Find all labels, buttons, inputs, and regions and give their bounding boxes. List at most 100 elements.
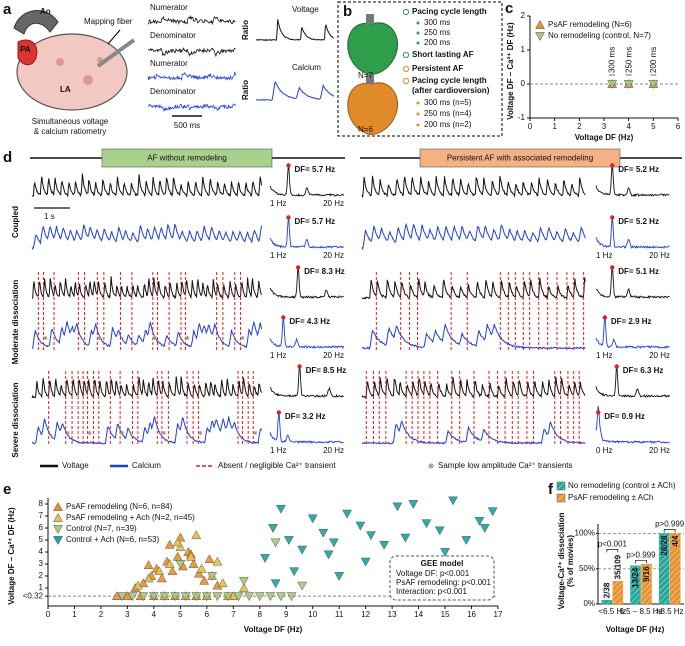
low-amplitude-marker	[43, 336, 48, 340]
legend-label: PsAF remodeling + Ach (N=2, n=45)	[66, 513, 195, 522]
scale-label: 500 ms	[174, 121, 200, 130]
point	[334, 572, 345, 582]
low-amplitude-marker	[65, 431, 70, 435]
y-tick-label: 6	[39, 523, 44, 532]
low-amplitude-marker	[87, 431, 92, 435]
voltage-trace	[32, 276, 263, 300]
x-tick-label: 1	[552, 122, 557, 131]
pacing-note: (after cardioversion)	[412, 86, 490, 95]
pacing-title: Pacing cycle length	[412, 76, 487, 85]
x-tick-label: 0	[528, 122, 533, 131]
aorta	[13, 10, 59, 35]
y-tick-label: 8	[39, 499, 44, 508]
note-box	[389, 555, 495, 601]
x-tick-label: 13	[388, 610, 397, 619]
point	[186, 551, 196, 561]
arrow	[107, 29, 121, 45]
x-tick-label: 7	[231, 610, 236, 619]
voltage-trace	[361, 277, 586, 300]
df-label: DF= 5.7 Hz	[295, 217, 336, 226]
x-tick-label: 2	[577, 122, 582, 131]
spot	[83, 75, 93, 85]
legend-marker	[428, 463, 434, 469]
df-label: DF= 0.9 Hz	[604, 412, 645, 421]
point	[233, 592, 244, 602]
x-tick-label: 16	[467, 610, 476, 619]
bar	[641, 564, 652, 605]
point	[297, 545, 308, 555]
ratio-title: Calcium	[292, 63, 321, 72]
spectrum	[269, 412, 344, 445]
raw-label: Denominator	[150, 31, 196, 40]
point	[143, 573, 154, 583]
df-label: DF= 5.2 Hz	[618, 217, 659, 226]
spectrum	[595, 266, 670, 300]
point	[201, 592, 212, 602]
spectrum-axis-label: 20 Hz	[649, 351, 670, 360]
panel-letter: d	[3, 149, 12, 166]
spectrum	[269, 316, 344, 350]
point	[276, 504, 286, 514]
raw-trace	[147, 47, 236, 58]
spectrum-axis-label: 1 Hz	[270, 251, 286, 260]
spectrum-peak	[286, 163, 291, 168]
heart-orange	[347, 74, 398, 135]
point	[448, 496, 458, 506]
low-amplitude-marker	[198, 431, 203, 435]
value-label: 28/28	[660, 535, 669, 556]
point	[217, 578, 228, 588]
ratio-axis-label: Ratio	[241, 20, 250, 40]
point	[188, 558, 199, 568]
x-tick-label: 2	[99, 610, 104, 619]
point	[204, 554, 215, 564]
calcium-trace	[31, 416, 263, 445]
legend-label: Control + Ach (N=6, n=53)	[66, 535, 160, 544]
point	[223, 592, 233, 602]
heart-shape	[347, 22, 398, 75]
point	[212, 556, 223, 566]
raw-label: Numerator	[150, 3, 188, 12]
heart-shape	[347, 82, 398, 135]
point	[196, 563, 207, 573]
panel-letter: e	[3, 481, 11, 498]
ratio-axis-label: Ratio	[241, 80, 250, 100]
x-tick-label: 9	[284, 610, 289, 619]
point	[328, 538, 339, 548]
vessel	[366, 74, 374, 84]
bracket	[635, 559, 647, 564]
point	[487, 507, 498, 517]
spectrum-axis-label: 20 Hz	[323, 446, 344, 455]
point	[191, 530, 202, 540]
spectrum-axis-label: 20 Hz	[323, 351, 344, 360]
bracket	[606, 549, 619, 553]
header-box	[101, 148, 273, 168]
spectrum-axis-label: 20 Hz	[323, 251, 344, 260]
spectrum-peak	[610, 215, 615, 220]
bracket-label: p>0.999	[655, 520, 685, 529]
point	[138, 592, 149, 602]
point	[167, 566, 178, 576]
calcium-trace	[361, 222, 586, 251]
point	[392, 502, 403, 512]
row-label: Severe dissociation	[11, 382, 20, 457]
pacing-cycle: 250 ms (n=4)	[424, 109, 472, 118]
spectrum-peak	[596, 410, 601, 415]
note-line: PsAF remodeling: p<0.001	[396, 578, 491, 587]
spectrum-axis-label: 20 Hz	[323, 199, 344, 208]
point	[607, 80, 618, 90]
raw-trace	[147, 71, 236, 82]
point	[207, 572, 218, 582]
y-axis-label: Voltage-Ca²⁺ dissociation	[557, 512, 566, 609]
y-tick-label: -1	[518, 113, 526, 122]
point	[318, 528, 329, 538]
annotation: 250 ms	[624, 47, 633, 73]
point	[254, 592, 265, 602]
outcome: Persistent AF	[412, 64, 463, 73]
heart-illustration	[13, 10, 136, 111]
point	[297, 581, 308, 591]
pacing-cycle: 200 ms (n=2)	[424, 120, 472, 129]
x-tick-label: 6.5 – 8.5 Hz	[619, 607, 662, 616]
legend-ring	[402, 65, 410, 73]
anatomy-label: LA	[60, 85, 71, 94]
